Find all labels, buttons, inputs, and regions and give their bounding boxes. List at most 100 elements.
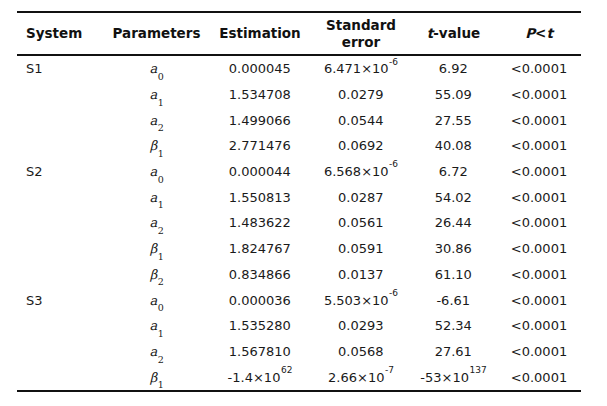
p-value-cell: <0.0001	[497, 339, 581, 365]
parameter-cell: a1	[105, 313, 208, 339]
standard-error-cell: 0.0591	[312, 236, 410, 262]
t-value-exponent: 137	[469, 365, 486, 375]
standard-error-cell: 6.568×10-6	[312, 159, 410, 185]
p-value-cell: <0.0001	[497, 287, 581, 313]
parameter-cell: a2	[105, 107, 208, 133]
parameter-symbol: a	[150, 344, 158, 359]
standard-error-exponent: -6	[389, 288, 398, 298]
table-row: S3a00.0000365.503×10-6-6.61<0.0001	[17, 287, 581, 313]
parameter-symbol: β	[150, 241, 158, 256]
table-row: β11.8247670.059130.86<0.0001	[17, 236, 581, 262]
header-estimation: Estimation	[208, 12, 312, 55]
t-value-cell: 52.34	[410, 313, 497, 339]
t-value: 26.44	[435, 215, 472, 230]
parameter-subscript: 2	[158, 122, 164, 133]
parameter-cell: β1	[105, 236, 208, 262]
table-row: a11.5347080.027955.09<0.0001	[17, 82, 581, 108]
estimation-cell: 0.000036	[208, 287, 312, 313]
parameter-cell: a2	[105, 210, 208, 236]
p-value-cell: <0.0001	[497, 262, 581, 288]
p-value-cell: <0.0001	[497, 236, 581, 262]
parameter-symbol: a	[150, 190, 158, 205]
parameter-cell: a0	[105, 159, 208, 185]
t-value-cell: 55.09	[410, 82, 497, 108]
t-value: 6.92	[439, 61, 468, 76]
estimation-cell: 0.834866	[208, 262, 312, 288]
standard-error-value: 0.0561	[338, 215, 384, 230]
header-standard-error: Standarderror	[312, 12, 410, 55]
t-value-cell: 40.08	[410, 133, 497, 159]
parameter-symbol: a	[150, 293, 158, 308]
t-value-cell: 61.10	[410, 262, 497, 288]
parameter-subscript: 0	[158, 174, 164, 185]
standard-error-value: 0.0692	[338, 138, 384, 153]
standard-error-cell: 6.471×10-6	[312, 55, 410, 82]
table-row: a1 1.535280 0.0293 52.34<0.0001	[17, 313, 581, 339]
estimation-cell: 1.499066	[208, 107, 312, 133]
t-value-cell: 27.55	[410, 107, 497, 133]
parameter-cell: a1	[105, 82, 208, 108]
estimation-value: 0.000045	[229, 61, 291, 76]
estimation-cell: 1.483622	[208, 210, 312, 236]
standard-error-value: 6.568×10	[324, 164, 389, 179]
t-value-cell: 6.92	[410, 55, 497, 82]
parameter-subscript: 1	[158, 328, 164, 339]
standard-error-value: 0.0568	[338, 344, 384, 359]
system-cell	[17, 133, 105, 159]
parameter-symbol: β	[150, 370, 158, 385]
p-value-cell: <0.0001	[497, 133, 581, 159]
header-p-value: P<t	[497, 12, 581, 55]
header-p-t-italic: t	[546, 25, 552, 41]
estimation-value: 1.824767	[229, 241, 291, 256]
estimation-value: 1.535280	[229, 318, 291, 333]
standard-error-cell: 0.0137	[312, 262, 410, 288]
parameter-subscript: 1	[158, 251, 164, 262]
t-value-cell: 26.44	[410, 210, 497, 236]
page: System Parameters Estimation Standarderr…	[0, 0, 607, 406]
parameter-symbol: a	[150, 164, 158, 179]
estimation-value: -1.4×10	[228, 370, 281, 385]
parameter-subscript: 2	[158, 225, 164, 236]
header-parameters: Parameters	[105, 12, 208, 55]
estimation-cell: 1.534708	[208, 82, 312, 108]
standard-error-value: 6.471×10	[324, 61, 389, 76]
parameter-symbol: a	[150, 87, 158, 102]
header-t-value: t-value	[410, 12, 497, 55]
system-cell	[17, 184, 105, 210]
parameter-symbol: a	[150, 318, 158, 333]
p-value-cell: <0.0001	[497, 55, 581, 82]
system-cell: S1	[17, 55, 105, 82]
header-row: System Parameters Estimation Standarderr…	[17, 12, 581, 55]
header-p-lt: <	[535, 25, 546, 41]
p-value-cell: <0.0001	[497, 210, 581, 236]
t-value-cell: 6.72	[410, 159, 497, 185]
estimation-exponent: 62	[281, 365, 292, 375]
parameter-subscript: 1	[158, 148, 164, 159]
p-value-cell: <0.0001	[497, 313, 581, 339]
t-value: 27.55	[435, 113, 472, 128]
parameter-symbol: a	[150, 61, 158, 76]
t-value-cell: 54.02	[410, 184, 497, 210]
p-value-cell: <0.0001	[497, 107, 581, 133]
table-header: System Parameters Estimation Standarderr…	[17, 12, 581, 55]
header-system: System	[17, 12, 105, 55]
table-row: a21.5678100.056827.61<0.0001	[17, 339, 581, 365]
parameter-subscript: 1	[158, 379, 164, 390]
estimation-cell: -1.4×1062	[208, 364, 312, 391]
table-row: a21.483622 0.0561 26.44 <0.0001	[17, 210, 581, 236]
header-t-rest: -value	[433, 25, 480, 41]
standard-error-value: 0.0137	[338, 267, 384, 282]
standard-error-value: 0.0293	[338, 318, 384, 333]
table-row: β12.7714760.069240.08<0.0001	[17, 133, 581, 159]
estimation-cell: 1.567810	[208, 339, 312, 365]
parameter-subscript: 2	[158, 354, 164, 365]
parameter-cell: a0	[105, 55, 208, 82]
parameter-cell: β1	[105, 133, 208, 159]
standard-error-cell: 0.0544	[312, 107, 410, 133]
estimation-cell: 0.000044	[208, 159, 312, 185]
system-cell: S2	[17, 159, 105, 185]
system-cell: S3	[17, 287, 105, 313]
system-cell	[17, 364, 105, 391]
standard-error-exponent: -7	[385, 365, 394, 375]
parameter-cell: a2	[105, 339, 208, 365]
